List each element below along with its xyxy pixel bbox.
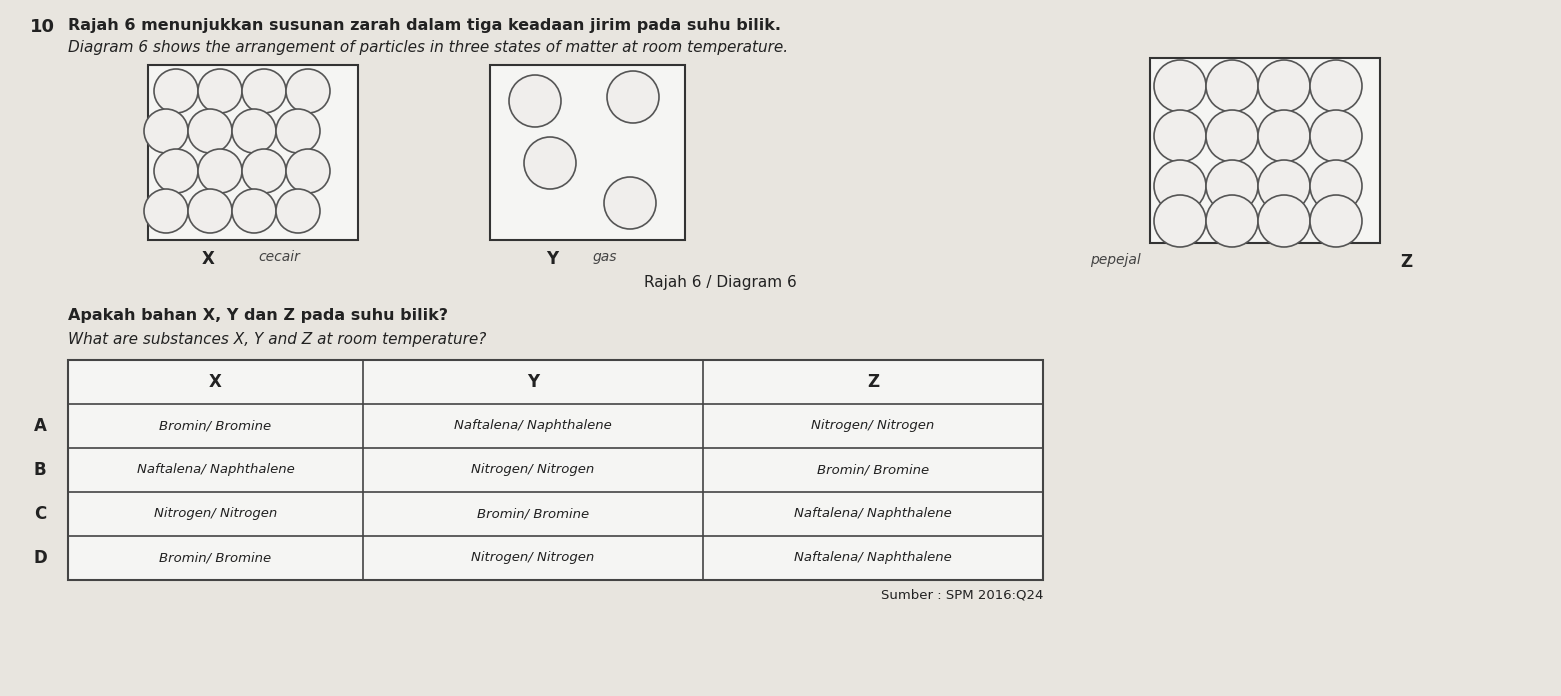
Text: Bromin/ Bromine: Bromin/ Bromine (478, 507, 588, 521)
Text: Naftalena/ Naphthalene: Naftalena/ Naphthalene (454, 420, 612, 432)
Text: Sumber : SPM 2016:Q24: Sumber : SPM 2016:Q24 (880, 588, 1043, 601)
Circle shape (187, 109, 233, 153)
Text: Bromin/ Bromine: Bromin/ Bromine (816, 464, 929, 477)
Circle shape (1154, 110, 1207, 162)
Circle shape (1258, 195, 1310, 247)
Text: gas: gas (593, 250, 617, 264)
Circle shape (198, 69, 242, 113)
Text: Naftalena/ Naphthalene: Naftalena/ Naphthalene (795, 507, 952, 521)
Circle shape (1207, 60, 1258, 112)
Bar (148, 65, 357, 240)
Bar (1150, 58, 1380, 243)
Circle shape (242, 149, 286, 193)
Text: A: A (34, 417, 47, 435)
Circle shape (276, 109, 320, 153)
Text: What are substances X, Y and Z at room temperature?: What are substances X, Y and Z at room t… (69, 332, 487, 347)
Text: Diagram 6 shows the arrangement of particles in three states of matter at room t: Diagram 6 shows the arrangement of parti… (69, 40, 788, 55)
Text: 10: 10 (30, 18, 55, 36)
Text: Z: Z (1400, 253, 1413, 271)
Text: C: C (34, 505, 47, 523)
Circle shape (1258, 160, 1310, 212)
Text: cecair: cecair (258, 250, 300, 264)
Circle shape (286, 69, 329, 113)
Circle shape (155, 69, 198, 113)
Circle shape (1310, 160, 1363, 212)
Text: Nitrogen/ Nitrogen: Nitrogen/ Nitrogen (155, 507, 278, 521)
Circle shape (1310, 195, 1363, 247)
Text: Y: Y (546, 250, 559, 268)
Text: X: X (201, 250, 214, 268)
Text: Apakah bahan X, Y dan Z pada suhu bilik?: Apakah bahan X, Y dan Z pada suhu bilik? (69, 308, 448, 323)
Circle shape (509, 75, 560, 127)
Text: Z: Z (866, 373, 879, 391)
Circle shape (1258, 60, 1310, 112)
Circle shape (1258, 110, 1310, 162)
Circle shape (1207, 195, 1258, 247)
Circle shape (604, 177, 656, 229)
Circle shape (1310, 110, 1363, 162)
Circle shape (1207, 160, 1258, 212)
Circle shape (607, 71, 659, 123)
Text: Bromin/ Bromine: Bromin/ Bromine (159, 551, 272, 564)
Text: Nitrogen/ Nitrogen: Nitrogen/ Nitrogen (471, 464, 595, 477)
Circle shape (286, 149, 329, 193)
Circle shape (155, 149, 198, 193)
Circle shape (187, 189, 233, 233)
Circle shape (524, 137, 576, 189)
Text: Rajah 6 menunjukkan susunan zarah dalam tiga keadaan jirim pada suhu bilik.: Rajah 6 menunjukkan susunan zarah dalam … (69, 18, 780, 33)
Bar (490, 65, 685, 240)
Text: pepejal: pepejal (1090, 253, 1141, 267)
Text: Bromin/ Bromine: Bromin/ Bromine (159, 420, 272, 432)
Bar (69, 360, 1043, 580)
Text: B: B (34, 461, 47, 479)
Circle shape (1207, 110, 1258, 162)
Circle shape (1310, 60, 1363, 112)
Circle shape (242, 69, 286, 113)
Text: Rajah 6 / Diagram 6: Rajah 6 / Diagram 6 (643, 275, 796, 290)
Text: Nitrogen/ Nitrogen: Nitrogen/ Nitrogen (812, 420, 935, 432)
Circle shape (1154, 160, 1207, 212)
Circle shape (198, 149, 242, 193)
Text: Naftalena/ Naphthalene: Naftalena/ Naphthalene (795, 551, 952, 564)
Circle shape (233, 189, 276, 233)
Text: Naftalena/ Naphthalene: Naftalena/ Naphthalene (137, 464, 295, 477)
Circle shape (1154, 195, 1207, 247)
Circle shape (1154, 60, 1207, 112)
Text: Y: Y (528, 373, 539, 391)
Text: X: X (209, 373, 222, 391)
Circle shape (144, 189, 187, 233)
Circle shape (276, 189, 320, 233)
Circle shape (233, 109, 276, 153)
Text: Nitrogen/ Nitrogen: Nitrogen/ Nitrogen (471, 551, 595, 564)
Text: D: D (33, 549, 47, 567)
Circle shape (144, 109, 187, 153)
